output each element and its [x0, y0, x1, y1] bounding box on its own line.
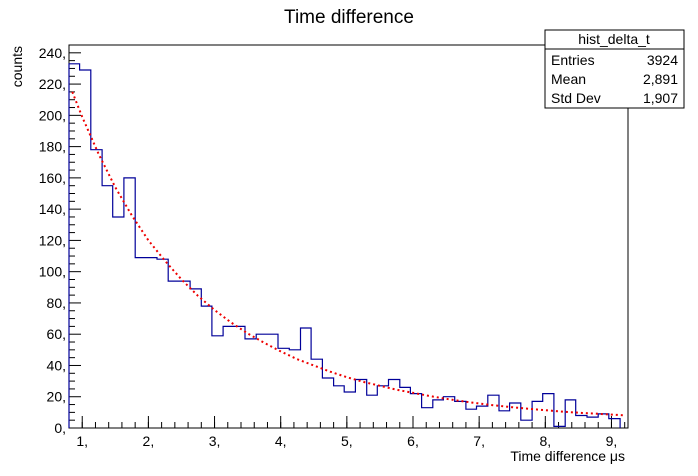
- stats-stddev-label: Std Dev: [551, 90, 601, 106]
- y-tick-label: 120,: [39, 232, 66, 248]
- stats-box-frame: [544, 29, 685, 109]
- y-tick-label: 180,: [39, 139, 66, 155]
- stats-mean-value: 2,891: [643, 71, 678, 87]
- x-tick-label: 2,: [143, 433, 155, 449]
- stats-mean-label: Mean: [551, 71, 586, 87]
- y-tick-label: 40,: [47, 357, 66, 373]
- x-tick-label: 8,: [539, 433, 551, 449]
- y-tick-label: 140,: [39, 201, 66, 217]
- x-tick-label: 9,: [606, 433, 618, 449]
- y-tick-label: 160,: [39, 170, 66, 186]
- chart-title: Time difference: [284, 7, 414, 28]
- x-axis: 1, 2, 3, 4, 5, 6, 7, 8, 9,: [68, 416, 626, 449]
- stats-box-title: hist_delta_t: [578, 31, 650, 47]
- x-tick-label: 7,: [473, 433, 485, 449]
- x-tick-label: 6,: [407, 433, 419, 449]
- y-axis: 0, 20, 40, 60, 80, 100, 120, 140, 160, 180, 200, 22…: [39, 45, 81, 436]
- x-axis-label: Time difference μs: [510, 448, 625, 464]
- histogram-bars: [68, 63, 621, 428]
- y-tick-label: 200,: [39, 107, 66, 123]
- stats-box: hist_delta_t Entries 3924 Mean 2,891 Std…: [544, 29, 685, 109]
- y-tick-label: 240,: [39, 45, 66, 61]
- y-axis-label: counts: [9, 46, 25, 87]
- histogram-outline: [68, 63, 621, 428]
- stats-entries-label: Entries: [551, 52, 595, 68]
- y-tick-label: 60,: [47, 326, 66, 342]
- y-tick-label: 0,: [54, 420, 66, 436]
- y-tick-label: 100,: [39, 264, 66, 280]
- stats-stddev-value: 1,907: [643, 90, 678, 106]
- stats-entries-value: 3924: [647, 52, 678, 68]
- x-tick-label: 3,: [209, 433, 221, 449]
- y-tick-label: 220,: [39, 76, 66, 92]
- x-tick-label: 4,: [275, 433, 287, 449]
- y-tick-label: 80,: [47, 295, 66, 311]
- x-tick-label: 1,: [76, 433, 88, 449]
- x-tick-label: 5,: [341, 433, 353, 449]
- y-tick-label: 20,: [47, 389, 66, 405]
